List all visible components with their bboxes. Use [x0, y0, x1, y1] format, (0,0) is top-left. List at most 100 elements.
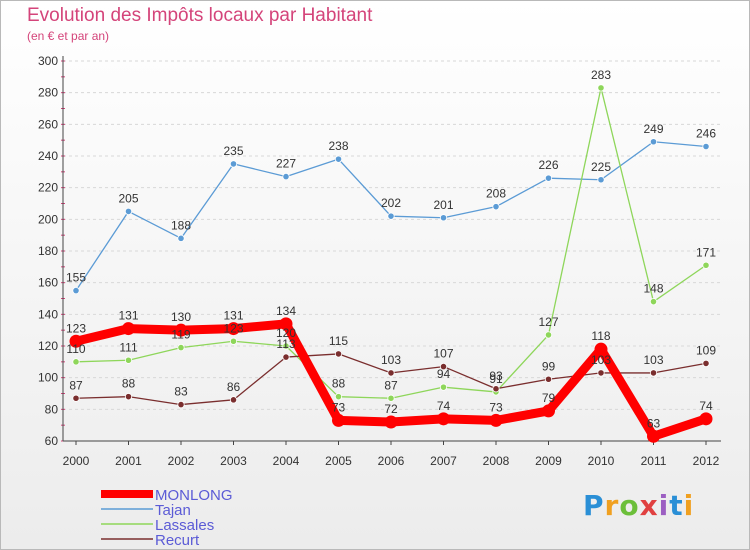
data-point [177, 400, 185, 409]
data-label: 225 [591, 160, 611, 174]
data-point [597, 369, 605, 377]
series-line-lassales [75, 87, 707, 399]
data-label: 99 [542, 359, 556, 373]
data-label: 91 [489, 372, 503, 386]
data-label: 201 [433, 198, 453, 212]
data-label: 227 [276, 157, 296, 171]
data-label: 226 [538, 158, 558, 172]
data-point [174, 323, 188, 337]
y-tick-label: 160 [38, 276, 58, 290]
data-point [699, 412, 713, 426]
data-label: 87 [69, 378, 83, 392]
data-point [439, 214, 448, 222]
data-label: 246 [696, 127, 716, 141]
data-label: 79 [542, 391, 556, 405]
data-label: 88 [332, 377, 346, 391]
data-point [122, 322, 135, 336]
legend-label: Recurt [155, 532, 200, 549]
x-tick-label: 2011 [641, 454, 667, 468]
data-point [72, 286, 80, 295]
data-label: 107 [433, 347, 453, 361]
x-tick-label: 2002 [168, 454, 195, 468]
y-tick-label: 240 [38, 149, 58, 163]
data-label: 73 [489, 400, 503, 414]
data-point [227, 322, 240, 336]
data-point [177, 234, 185, 242]
y-tick-label: 80 [45, 402, 59, 416]
data-label: 155 [66, 271, 86, 285]
data-label: 127 [538, 315, 558, 329]
legend-label: MONLONG [155, 487, 233, 504]
data-point [124, 356, 133, 364]
x-tick-label: 2000 [63, 454, 90, 468]
data-label: 109 [696, 343, 716, 357]
data-label: 188 [171, 218, 191, 232]
data-label: 235 [223, 144, 243, 158]
data-label: 283 [591, 68, 611, 82]
data-point [594, 342, 608, 356]
data-point [334, 155, 343, 163]
data-label: 249 [643, 122, 663, 136]
data-label: 205 [118, 191, 138, 205]
data-point [72, 394, 80, 402]
data-label: 83 [174, 385, 188, 399]
y-tick-label: 120 [38, 339, 58, 353]
data-point [492, 385, 500, 393]
data-point [124, 207, 133, 216]
x-tick-label: 2003 [220, 454, 247, 468]
data-point [332, 413, 345, 427]
x-tick-label: 2010 [588, 454, 615, 468]
data-label: 130 [171, 310, 191, 324]
y-tick-label: 180 [38, 244, 58, 258]
data-label: 103 [643, 353, 663, 367]
data-point [647, 429, 660, 443]
data-point [334, 393, 343, 401]
data-point [282, 172, 290, 181]
data-point [489, 413, 503, 427]
data-label: 118 [591, 329, 610, 343]
chart-subtitle: (en € et par an) [27, 29, 110, 43]
data-label: 131 [118, 309, 138, 323]
data-point [544, 375, 553, 383]
y-tick-label: 140 [38, 307, 58, 321]
y-tick-label: 60 [45, 434, 59, 448]
data-point [649, 138, 658, 146]
y-tick-label: 260 [38, 117, 58, 131]
data-point [69, 334, 83, 348]
data-point [702, 142, 710, 151]
data-point [597, 84, 605, 92]
data-point [437, 412, 450, 426]
data-point [384, 415, 398, 429]
data-label: 72 [384, 402, 398, 416]
data-label: 123 [223, 321, 243, 335]
data-label: 131 [223, 309, 243, 323]
data-point [282, 353, 290, 361]
data-point [439, 383, 448, 391]
data-label: 111 [119, 340, 138, 354]
data-label: 73 [332, 400, 346, 414]
data-label: 74 [699, 399, 713, 413]
x-tick-label: 2005 [325, 454, 352, 468]
y-tick-label: 220 [38, 181, 58, 195]
data-label: 202 [381, 196, 401, 210]
data-point [492, 203, 500, 211]
y-tick-label: 100 [38, 371, 58, 385]
data-point [649, 298, 658, 306]
data-point [72, 358, 80, 366]
data-point [334, 350, 343, 358]
data-label: 87 [384, 378, 398, 392]
x-tick-label: 2007 [430, 454, 457, 468]
data-point [387, 212, 395, 220]
legend-label: Tajan [155, 502, 191, 519]
data-label: 208 [486, 187, 506, 201]
data-label: 103 [381, 353, 401, 367]
data-label: 113 [276, 337, 295, 351]
data-point [124, 393, 133, 401]
data-label: 134 [276, 304, 296, 318]
data-point [542, 404, 555, 418]
data-point [229, 396, 238, 404]
legend-label: Lassales [155, 517, 214, 534]
data-point [544, 331, 553, 339]
data-label: 93 [489, 369, 503, 383]
